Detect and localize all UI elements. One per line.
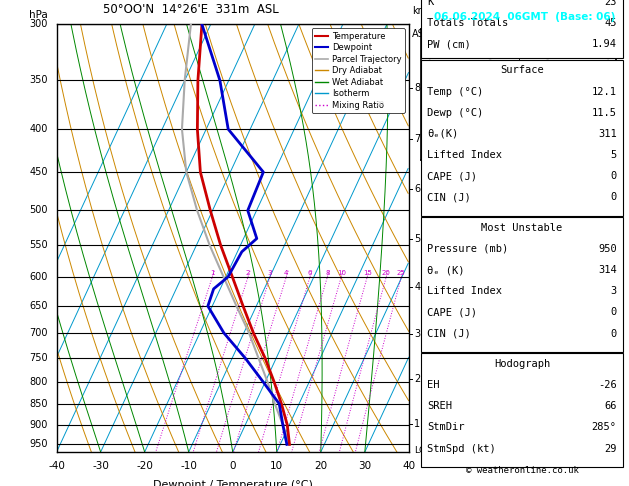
Text: 5: 5 — [414, 233, 420, 243]
Text: 700: 700 — [30, 328, 48, 338]
Text: Dewp (°C): Dewp (°C) — [428, 108, 484, 118]
Text: kt: kt — [427, 33, 438, 42]
Text: 600: 600 — [30, 272, 48, 282]
Text: 06.06.2024  06GMT  (Base: 06): 06.06.2024 06GMT (Base: 06) — [434, 12, 615, 22]
Text: StmSpd (kt): StmSpd (kt) — [428, 444, 496, 453]
Text: 29: 29 — [604, 444, 616, 453]
Text: 1: 1 — [414, 419, 420, 429]
Text: Hodograph: Hodograph — [494, 359, 550, 369]
Text: -30: -30 — [92, 461, 109, 470]
Text: 650: 650 — [30, 301, 48, 311]
Bar — [421, 217, 623, 352]
Text: 900: 900 — [30, 420, 48, 430]
Text: θₑ (K): θₑ (K) — [428, 265, 465, 275]
Text: 350: 350 — [30, 75, 48, 86]
Text: 4: 4 — [284, 270, 289, 276]
Text: 311: 311 — [598, 129, 616, 139]
Text: 45: 45 — [604, 18, 616, 28]
Text: 5: 5 — [610, 150, 616, 160]
Text: 1.94: 1.94 — [592, 39, 616, 49]
Text: 30: 30 — [359, 461, 371, 470]
Text: Lifted Index: Lifted Index — [428, 150, 503, 160]
Text: StmDir: StmDir — [428, 422, 465, 433]
Text: PW (cm): PW (cm) — [428, 39, 471, 49]
Text: 3: 3 — [414, 329, 420, 339]
Text: 450: 450 — [30, 167, 48, 177]
Text: 850: 850 — [30, 399, 48, 409]
Text: 6: 6 — [414, 185, 420, 194]
Bar — [421, 60, 623, 216]
Text: 50°OO'N  14°26'E  331m  ASL: 50°OO'N 14°26'E 331m ASL — [103, 3, 279, 16]
Text: Temp (°C): Temp (°C) — [428, 87, 484, 97]
Text: EH: EH — [428, 380, 440, 390]
Text: -10: -10 — [181, 461, 197, 470]
Text: 10: 10 — [337, 270, 346, 276]
Text: 0: 0 — [610, 192, 616, 202]
Bar — [421, 0, 623, 58]
Text: 20: 20 — [314, 461, 327, 470]
Text: 300: 300 — [30, 19, 48, 29]
Text: 3: 3 — [268, 270, 272, 276]
Text: -20: -20 — [136, 461, 153, 470]
Text: 6: 6 — [308, 270, 312, 276]
Text: Dewpoint / Temperature (°C): Dewpoint / Temperature (°C) — [153, 480, 313, 486]
Text: Most Unstable: Most Unstable — [481, 223, 563, 233]
Text: 10: 10 — [270, 461, 283, 470]
Text: 4: 4 — [414, 281, 420, 292]
Text: Pressure (mb): Pressure (mb) — [428, 244, 509, 254]
Text: 66: 66 — [604, 401, 616, 411]
Text: -40: -40 — [48, 461, 65, 470]
Text: 0: 0 — [230, 461, 236, 470]
Text: 314: 314 — [598, 265, 616, 275]
Text: 0: 0 — [610, 329, 616, 339]
Text: km: km — [413, 6, 428, 16]
Text: 15: 15 — [363, 270, 372, 276]
Text: Surface: Surface — [500, 66, 544, 75]
Text: 7: 7 — [414, 134, 420, 144]
Text: 23: 23 — [604, 0, 616, 7]
Text: CAPE (J): CAPE (J) — [428, 307, 477, 317]
Text: 500: 500 — [30, 206, 48, 215]
Text: 285°: 285° — [592, 422, 616, 433]
Text: 12.1: 12.1 — [592, 87, 616, 97]
Text: hPa: hPa — [29, 10, 48, 20]
Legend: Temperature, Dewpoint, Parcel Trajectory, Dry Adiabat, Wet Adiabat, Isotherm, Mi: Temperature, Dewpoint, Parcel Trajectory… — [312, 29, 404, 113]
Text: CAPE (J): CAPE (J) — [428, 171, 477, 181]
Text: 1: 1 — [210, 270, 214, 276]
Text: 3: 3 — [610, 286, 616, 296]
Text: SREH: SREH — [428, 401, 452, 411]
Text: 2: 2 — [414, 375, 420, 384]
Text: 400: 400 — [30, 124, 48, 134]
Text: 550: 550 — [29, 240, 48, 250]
Text: 8: 8 — [325, 270, 330, 276]
Text: 0: 0 — [610, 307, 616, 317]
Text: K: K — [428, 0, 434, 7]
Text: Mixing Ratio (g/kg): Mixing Ratio (g/kg) — [423, 192, 433, 284]
Text: Lifted Index: Lifted Index — [428, 286, 503, 296]
Text: 8: 8 — [414, 83, 420, 93]
Text: 20: 20 — [424, 101, 433, 107]
Text: LCL: LCL — [414, 446, 430, 454]
Text: Totals Totals: Totals Totals — [428, 18, 509, 28]
Text: θₑ(K): θₑ(K) — [428, 129, 459, 139]
Text: 950: 950 — [30, 439, 48, 450]
Text: 0: 0 — [610, 171, 616, 181]
Text: © weatheronline.co.uk: © weatheronline.co.uk — [465, 466, 579, 475]
Text: CIN (J): CIN (J) — [428, 192, 471, 202]
Bar — [421, 353, 623, 467]
Text: 40: 40 — [403, 461, 415, 470]
Text: 2: 2 — [246, 270, 250, 276]
Text: 20: 20 — [382, 270, 391, 276]
Text: -26: -26 — [598, 380, 616, 390]
Text: 25: 25 — [397, 270, 406, 276]
Text: 30: 30 — [375, 101, 384, 107]
Text: ASL: ASL — [413, 29, 431, 38]
Text: CIN (J): CIN (J) — [428, 329, 471, 339]
Text: 11.5: 11.5 — [592, 108, 616, 118]
Text: 10: 10 — [472, 101, 482, 107]
Text: 950: 950 — [598, 244, 616, 254]
Text: 800: 800 — [30, 377, 48, 387]
Text: 750: 750 — [29, 353, 48, 363]
